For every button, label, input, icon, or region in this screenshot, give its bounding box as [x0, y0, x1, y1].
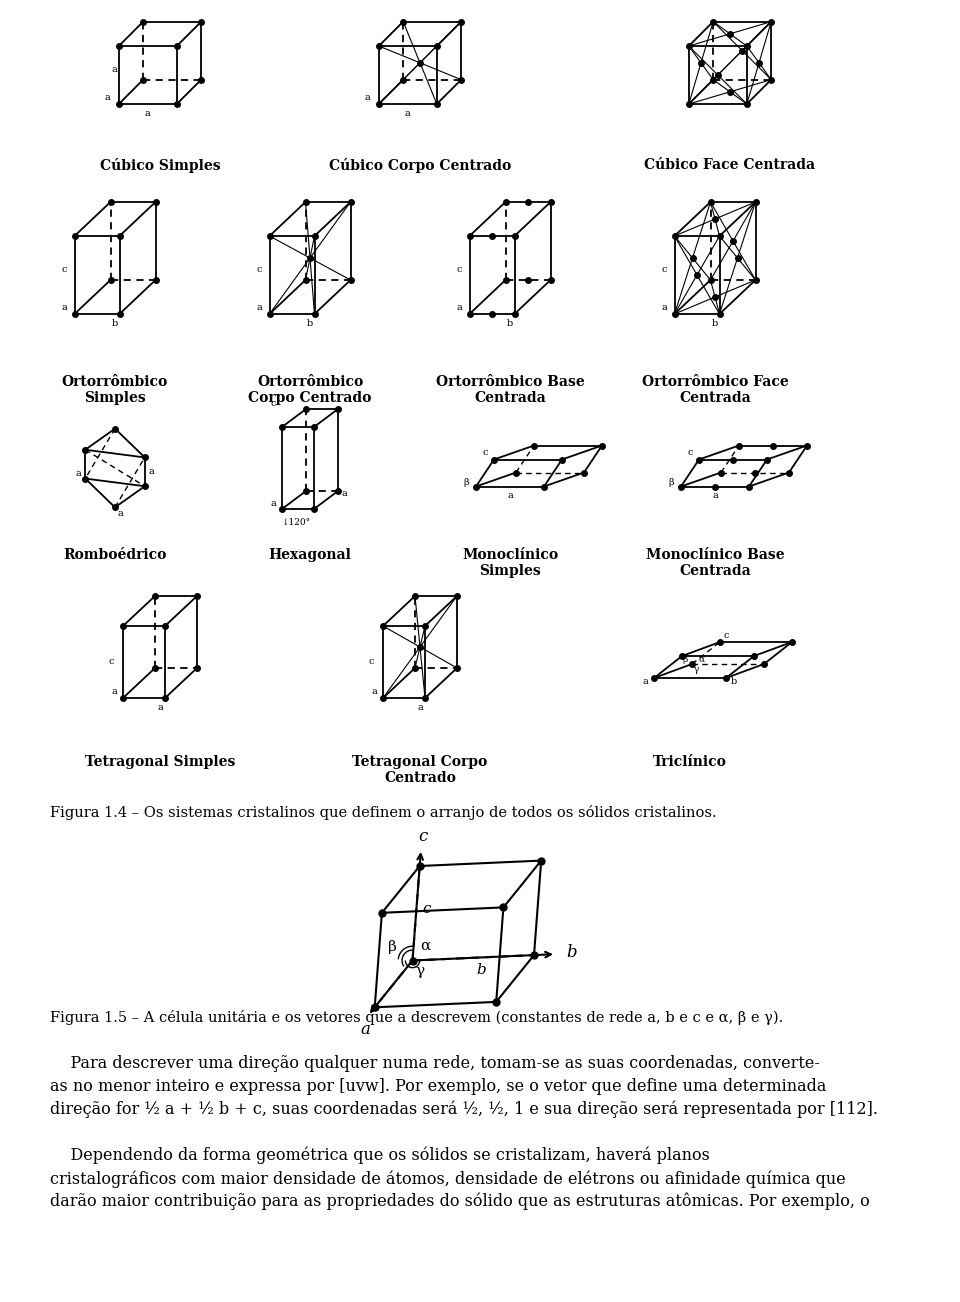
Text: b: b [566, 944, 577, 961]
Text: as no menor inteiro e expressa por [uvw]. Por exemplo, se o vetor que define uma: as no menor inteiro e expressa por [uvw]… [50, 1078, 827, 1095]
Text: a: a [111, 687, 117, 697]
Text: Figura 1.5 – A célula unitária e os vetores que a descrevem (constantes de rede : Figura 1.5 – A célula unitária e os veto… [50, 1010, 783, 1025]
Text: c: c [723, 631, 729, 641]
Text: a: a [270, 500, 276, 509]
Text: direção for ½ a + ½ b + c, suas coordenadas será ½, ½, 1 e sua direção será repr: direção for ½ a + ½ b + c, suas coordena… [50, 1101, 878, 1118]
Text: α: α [420, 939, 431, 953]
Text: γ: γ [416, 963, 425, 978]
Text: a: a [360, 1021, 370, 1038]
Text: Tetragonal Simples: Tetragonal Simples [84, 755, 235, 769]
Text: a: a [365, 94, 371, 103]
Text: Para descrever uma direção qualquer numa rede, tomam-se as suas coordenadas, con: Para descrever uma direção qualquer numa… [50, 1055, 820, 1072]
Text: c: c [256, 264, 262, 273]
Text: c: c [108, 658, 113, 667]
Text: a: a [256, 303, 262, 312]
Text: a: a [712, 491, 718, 500]
Text: Figura 1.4 – Os sistemas cristalinos que definem o arranjo de todos os sólidos c: Figura 1.4 – Os sistemas cristalinos que… [50, 805, 716, 820]
Text: b: b [112, 319, 118, 328]
Text: a: a [157, 703, 163, 711]
Text: ↓120°: ↓120° [281, 517, 311, 526]
Text: c: c [419, 828, 427, 845]
Text: c: c [482, 448, 488, 457]
Text: Triclínico: Triclínico [653, 755, 727, 769]
Text: a: a [418, 703, 422, 711]
Text: cristalográficos com maior densidade de átomos, densidade de elétrons ou afinida: cristalográficos com maior densidade de … [50, 1170, 846, 1187]
Text: b: b [507, 319, 514, 328]
Text: a: a [149, 467, 155, 477]
Text: a: a [341, 490, 347, 499]
Text: b: b [731, 677, 737, 685]
Text: β: β [668, 478, 674, 487]
Text: a: a [507, 491, 513, 500]
Text: Cúbico Face Centrada: Cúbico Face Centrada [644, 158, 816, 172]
Text: c: c [422, 902, 430, 917]
Text: α: α [699, 655, 705, 664]
Text: c: c [687, 448, 693, 457]
Text: a: a [457, 303, 463, 312]
Text: Hexagonal: Hexagonal [269, 548, 351, 562]
Text: b: b [712, 319, 718, 328]
Text: Cúbico Simples: Cúbico Simples [100, 158, 220, 173]
Text: c: c [457, 264, 463, 273]
Text: a: a [145, 108, 151, 117]
Text: a: a [76, 469, 81, 478]
Text: a: a [661, 303, 667, 312]
Text: a: a [105, 94, 110, 103]
Text: a: a [112, 65, 118, 73]
Text: Cúbico Corpo Centrado: Cúbico Corpo Centrado [329, 158, 511, 173]
Text: c: c [61, 264, 67, 273]
Text: a: a [117, 509, 123, 518]
Text: Dependendo da forma geométrica que os sólidos se cristalizam, haverá planos: Dependendo da forma geométrica que os só… [50, 1147, 709, 1164]
Text: Ortorrômbico
Simples: Ortorrômbico Simples [61, 375, 168, 405]
Text: Ortorrômbico
Corpo Centrado: Ortorrômbico Corpo Centrado [249, 375, 372, 405]
Text: Ortorrômbico Face
Centrada: Ortorrômbico Face Centrada [641, 375, 788, 405]
Text: c: c [661, 264, 667, 273]
Text: b: b [476, 962, 486, 976]
Text: β: β [683, 655, 687, 664]
Text: Ortorrômbico Base
Centrada: Ortorrômbico Base Centrada [436, 375, 585, 405]
Text: c: c [271, 398, 276, 408]
Text: Monoclínico Base
Centrada: Monoclínico Base Centrada [646, 548, 784, 578]
Text: β: β [388, 940, 396, 953]
Text: b: b [307, 319, 313, 328]
Text: a: a [405, 108, 411, 117]
Text: β: β [463, 478, 468, 487]
Text: a: a [372, 687, 377, 697]
Text: darão maior contribuição para as propriedades do sólido que as estruturas atômic: darão maior contribuição para as proprie… [50, 1193, 870, 1211]
Text: c: c [369, 658, 373, 667]
Text: Romboédrico: Romboédrico [63, 548, 167, 562]
Text: a: a [642, 677, 648, 686]
Text: Tetragonal Corpo
Centrado: Tetragonal Corpo Centrado [352, 755, 488, 785]
Text: γ: γ [693, 665, 699, 674]
Text: a: a [61, 303, 67, 312]
Text: Monoclínico
Simples: Monoclínico Simples [462, 548, 558, 578]
